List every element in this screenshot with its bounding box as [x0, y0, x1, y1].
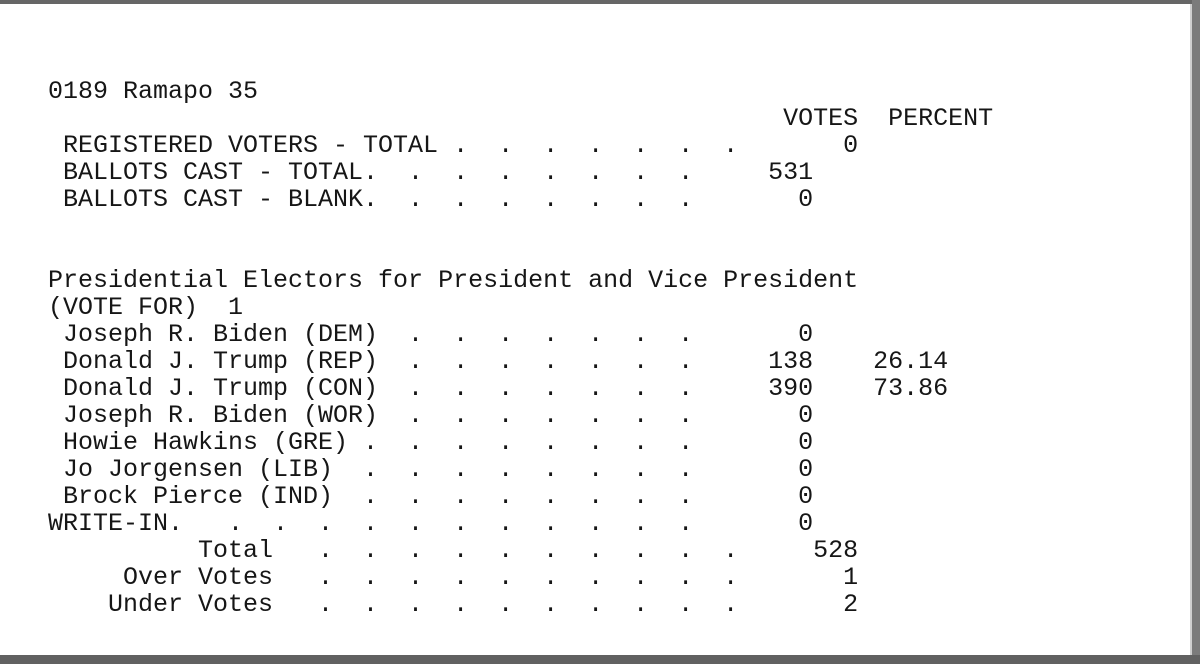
top-edge-bar: [0, 0, 1200, 4]
report-line: Over Votes . . . . . . . . . . 1: [48, 563, 859, 592]
report-line: [48, 240, 993, 267]
report-line: Joseph R. Biden (DEM) . . . . . . . 0: [48, 320, 814, 349]
report-line: VOTES PERCENT: [48, 104, 994, 133]
report-text: 0189 Ramapo 35 VOTES PERCENT REGISTERED …: [48, 24, 993, 618]
report-line: Howie Hawkins (GRE) . . . . . . . . 0: [48, 428, 814, 457]
report-line: Donald J. Trump (REP) . . . . . . . 138 …: [48, 347, 949, 376]
report-line: Presidential Electors for President and …: [48, 266, 859, 295]
report-line: WRITE-IN. . . . . . . . . . . . 0: [48, 509, 814, 538]
report-line: REGISTERED VOTERS - TOTAL . . . . . . . …: [48, 131, 859, 160]
report-line: (VOTE FOR) 1: [48, 293, 244, 322]
report-line: [48, 24, 993, 51]
report-line: Total . . . . . . . . . . 528: [48, 536, 859, 565]
report-line: [48, 51, 993, 78]
report-line: 0189 Ramapo 35: [48, 77, 259, 106]
bottom-edge-bar: [0, 655, 1200, 664]
report-line: Joseph R. Biden (WOR) . . . . . . . 0: [48, 401, 814, 430]
report-line: [48, 213, 993, 240]
report-line: Brock Pierce (IND) . . . . . . . . 0: [48, 482, 814, 511]
report-line: Donald J. Trump (CON) . . . . . . . 390 …: [48, 374, 949, 403]
report-line: BALLOTS CAST - TOTAL. . . . . . . . 531: [48, 158, 814, 187]
report-line: BALLOTS CAST - BLANK. . . . . . . . 0: [48, 185, 814, 214]
report-line: Jo Jorgensen (LIB) . . . . . . . . 0: [48, 455, 814, 484]
page-right-edge: [1190, 4, 1192, 655]
report-line: Under Votes . . . . . . . . . . 2: [48, 590, 859, 619]
right-edge-bar: [1192, 0, 1200, 664]
